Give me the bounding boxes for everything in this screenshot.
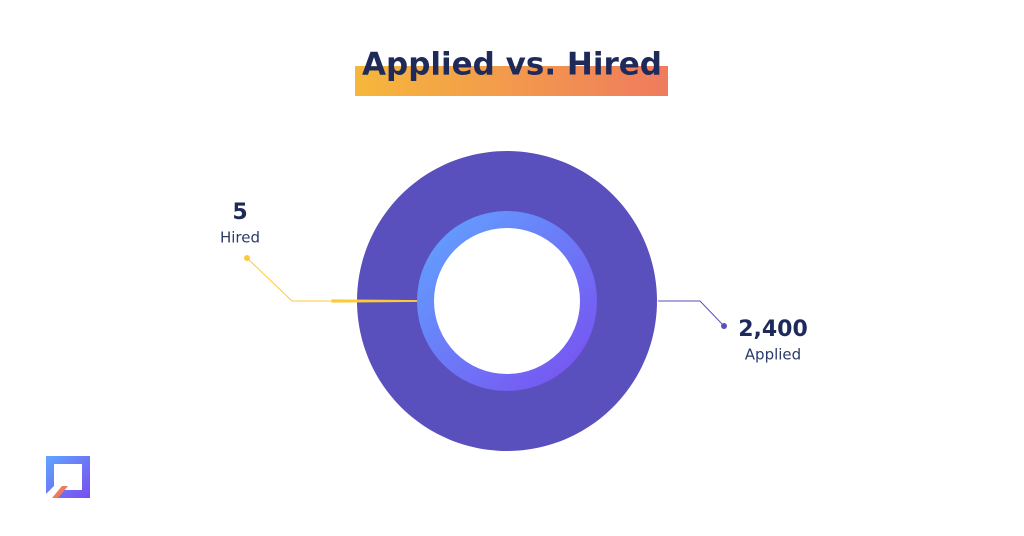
applied-leader xyxy=(658,300,725,327)
title-highlight xyxy=(355,66,668,96)
chart-title: Applied vs. Hired xyxy=(362,47,662,83)
applied-label: Applied xyxy=(745,346,801,364)
applied-leader-dot xyxy=(721,323,727,329)
donut-hole xyxy=(434,228,580,374)
logo xyxy=(46,456,90,498)
hired-value: 5 xyxy=(232,200,247,225)
applied-value: 2,400 xyxy=(738,317,808,342)
hired-leader xyxy=(246,257,335,302)
hired-leader-dot xyxy=(244,255,250,261)
hired-label: Hired xyxy=(220,229,260,247)
